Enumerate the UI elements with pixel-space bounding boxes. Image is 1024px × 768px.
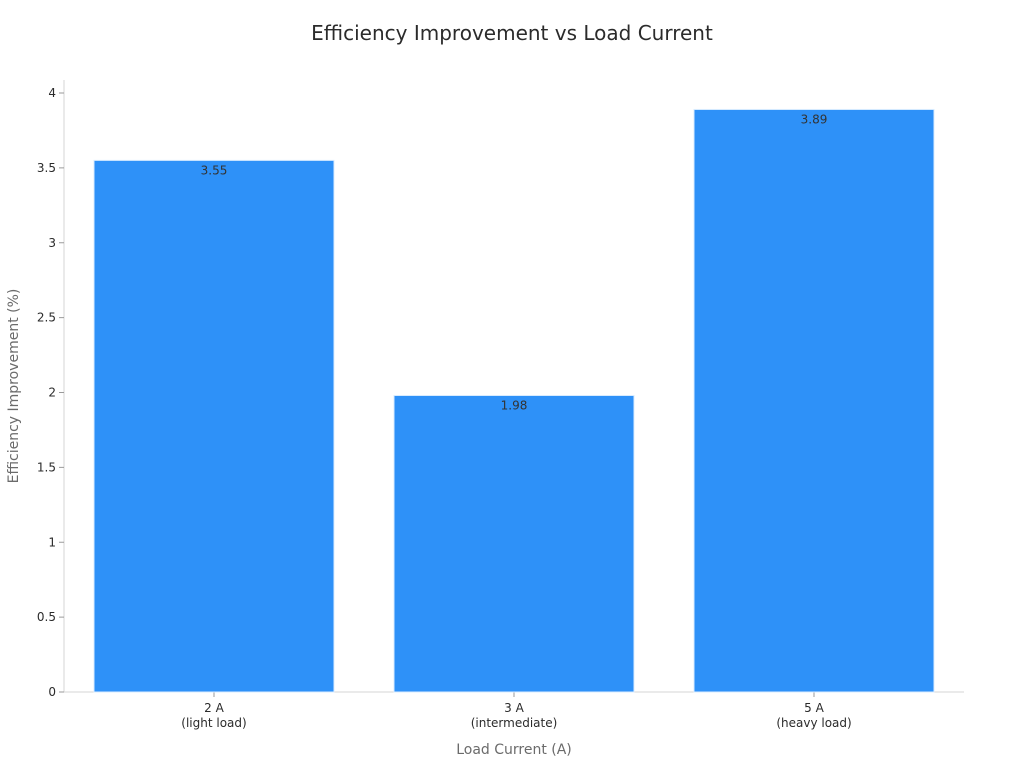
bar <box>93 159 335 693</box>
x-tick-label: 2 A (light load) <box>181 701 246 730</box>
bar <box>693 108 935 693</box>
y-axis-label: Efficiency Improvement (%) <box>6 289 22 484</box>
bar <box>393 394 635 693</box>
y-tick-label: 1.5 <box>37 460 56 474</box>
y-tick-label: 2 <box>48 386 56 400</box>
x-tick-label: 5 A (heavy load) <box>776 701 851 730</box>
y-tick-label: 4 <box>48 86 56 100</box>
data-labels: 3.55 1.98 3.89 <box>201 112 828 412</box>
x-axis: 2 A (light load) 3 A (intermediate) 5 A (heav… <box>64 691 964 730</box>
y-axis: 0 0.5 1 1.5 2 2.5 3 3.5 4 <box>37 80 65 699</box>
y-tick-label: 1 <box>48 535 56 549</box>
y-tick-label: 3.5 <box>37 161 56 175</box>
y-tick-label: 3 <box>48 236 56 250</box>
x-tick-label: 3 A (intermediate) <box>471 701 558 730</box>
y-tick-label: 0.5 <box>37 610 56 624</box>
bars <box>93 108 935 693</box>
chart-title: Efficiency Improvement vs Load Current <box>311 21 713 45</box>
data-label: 3.89 <box>801 112 828 126</box>
y-tick-label: 0 <box>48 685 56 699</box>
x-axis-label: Load Current (A) <box>456 742 572 758</box>
data-label: 3.55 <box>201 163 228 177</box>
y-tick-label: 2.5 <box>37 311 56 325</box>
data-label: 1.98 <box>501 398 528 412</box>
